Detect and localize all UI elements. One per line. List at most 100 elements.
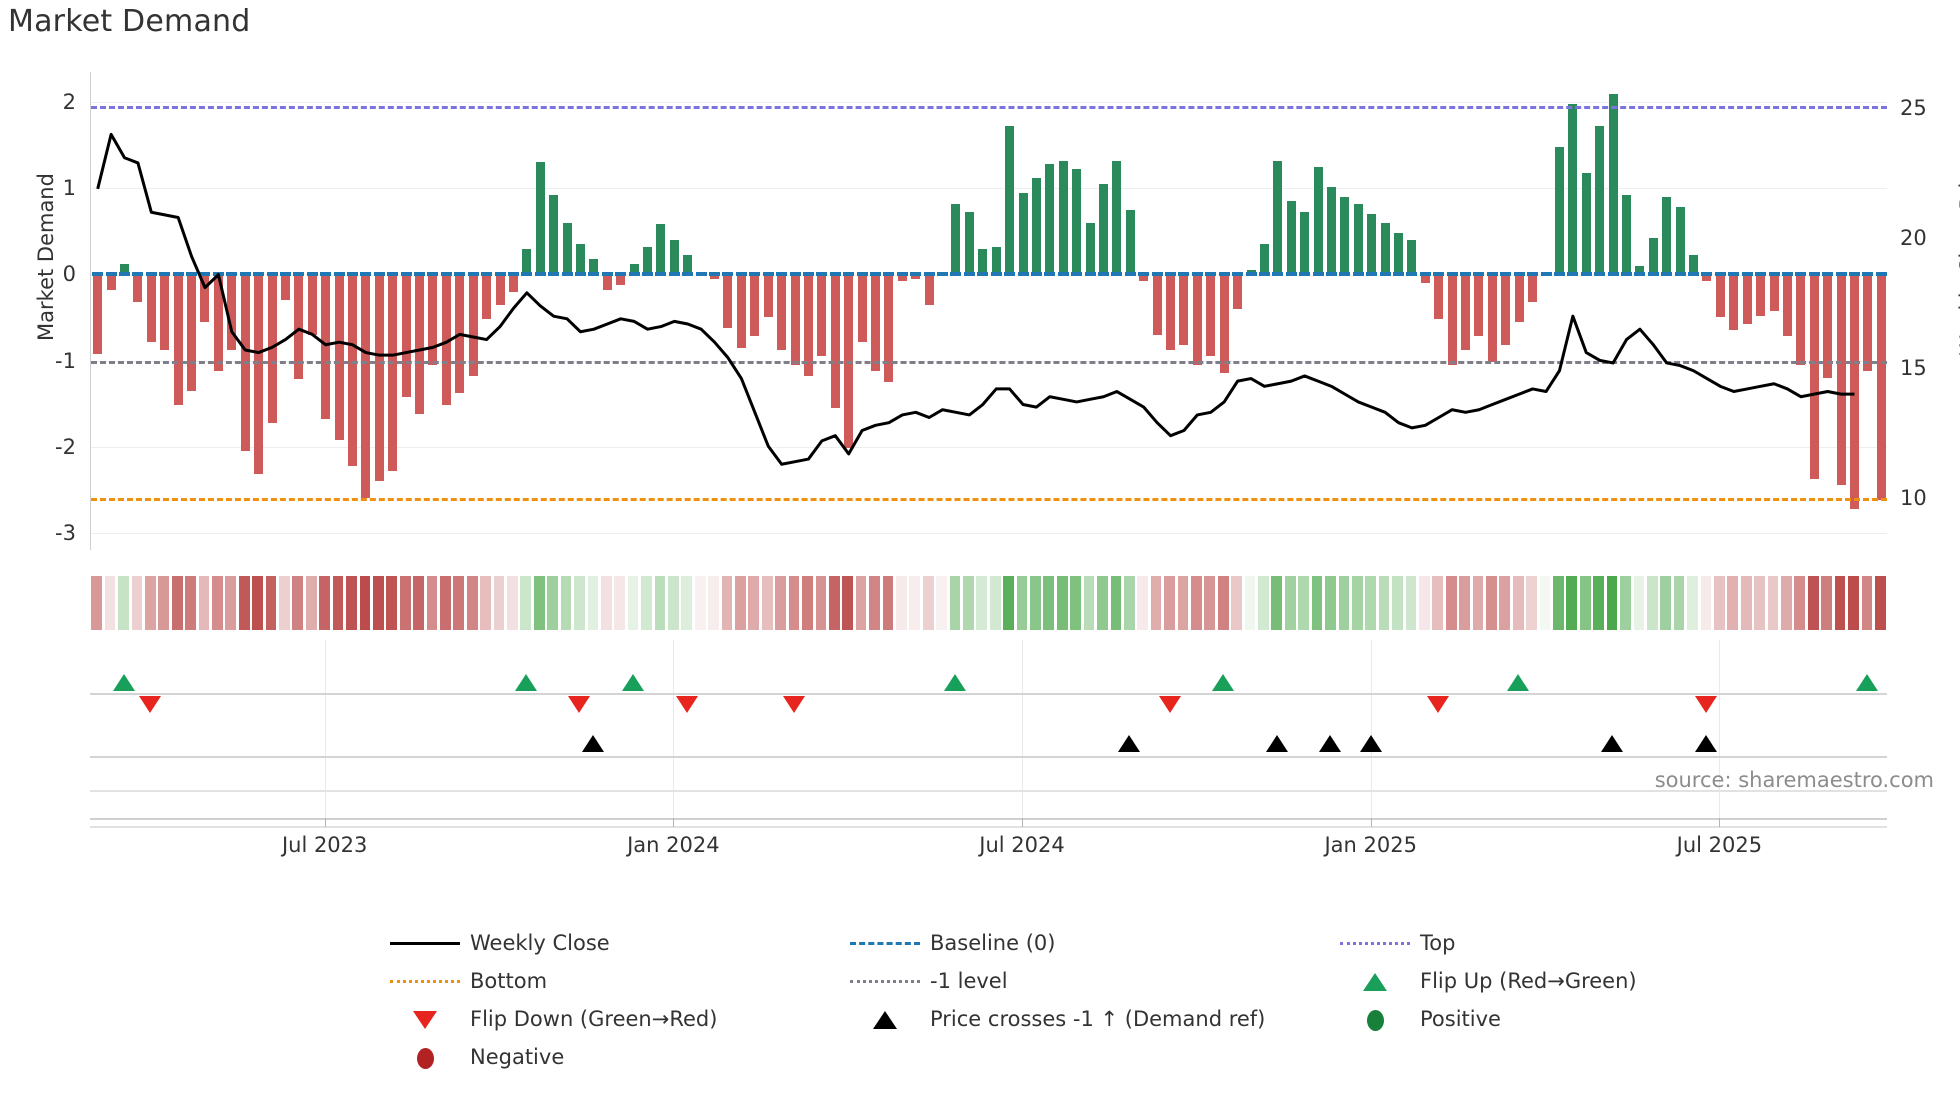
demand-bar (911, 274, 921, 279)
flip-up-marker (943, 674, 966, 691)
heat-cell (426, 576, 438, 630)
legend-item[interactable]: Price crosses -1 ↑ (Demand ref) (846, 1004, 1265, 1034)
heat-cell (1137, 576, 1149, 630)
heat-cell (1579, 576, 1591, 630)
heat-cell (1646, 576, 1658, 630)
legend-item[interactable]: Baseline (0) (846, 928, 1055, 958)
heat-cell (453, 576, 465, 630)
heat-cell (855, 576, 867, 630)
baseline-segment (1232, 272, 1244, 277)
heat-cell (1660, 576, 1672, 630)
legend-item[interactable]: Bottom (386, 966, 547, 996)
x-tick-label: Jul 2025 (1676, 833, 1763, 857)
heat-cell (1190, 576, 1202, 630)
x-tick-label: Jul 2024 (979, 833, 1065, 857)
demand-bar (1514, 274, 1524, 322)
y-tick-right: 15 (1900, 356, 1927, 381)
baseline-segment (1848, 272, 1860, 277)
demand-bar (723, 274, 733, 328)
demand-bar (1246, 270, 1256, 275)
baseline-segment (762, 272, 774, 277)
demand-bar (428, 274, 438, 365)
heat-cell (1110, 576, 1122, 630)
demand-bar (1286, 201, 1296, 275)
heat-cell (198, 576, 210, 630)
heat-cell (1378, 576, 1390, 630)
heat-cell (1754, 576, 1765, 630)
heat-cell (842, 576, 854, 630)
demand-bar (803, 274, 813, 377)
y-tick-right: 10 (1900, 486, 1927, 511)
heat-cell (413, 576, 424, 630)
heat-cell (372, 576, 384, 630)
baseline-segment (494, 272, 506, 277)
signal-marker-panel (90, 640, 1887, 828)
legend-item[interactable]: Flip Up (Red→Green) (1336, 966, 1637, 996)
heat-cell (1164, 576, 1175, 630)
demand-bar (522, 248, 532, 275)
y-tick-right: 25 (1900, 96, 1927, 121)
heat-cell (1097, 576, 1108, 630)
demand-bar (1461, 274, 1471, 351)
baseline-segment (1191, 272, 1203, 277)
legend-item[interactable]: Top (1336, 928, 1455, 958)
y-axis-right-label: Weekly Close Price (1956, 158, 1960, 356)
price-cross-marker (1359, 735, 1382, 752)
demand-bar (1367, 214, 1377, 275)
demand-bar (294, 274, 304, 380)
demand-bar (1742, 274, 1752, 325)
baseline-segment (360, 272, 372, 277)
legend-item[interactable]: -1 level (846, 966, 1008, 996)
heat-cell (1070, 576, 1082, 630)
legend-label: Flip Up (Red→Green) (1420, 969, 1637, 993)
demand-bar (508, 274, 518, 292)
baseline-segment (615, 272, 627, 277)
baseline-segment (239, 272, 251, 277)
demand-bar (562, 222, 572, 275)
baseline-segment (1647, 272, 1659, 277)
price-cross-marker (1265, 735, 1288, 752)
legend-item[interactable]: Positive (1336, 1004, 1501, 1034)
baseline-segment (1406, 272, 1418, 277)
legend-label: Weekly Close (470, 931, 610, 955)
heat-cell (802, 576, 813, 630)
demand-bar (374, 274, 384, 482)
x-tick-mark (1370, 818, 1372, 827)
heat-cell (225, 576, 237, 630)
main-plot-area (90, 72, 1887, 550)
baseline-segment (1862, 272, 1874, 277)
heat-cell (761, 576, 773, 630)
heat-cell (895, 576, 907, 630)
demand-bar (1823, 274, 1833, 378)
heat-cell (185, 576, 196, 630)
dot-icon (417, 1048, 434, 1069)
baseline-segment (159, 272, 171, 277)
baseline-segment (467, 272, 479, 277)
legend-item[interactable]: Weekly Close (386, 928, 610, 958)
legend-item[interactable]: Flip Down (Green→Red) (386, 1004, 717, 1034)
heat-cell (735, 576, 746, 630)
legend-item[interactable]: Negative (386, 1042, 564, 1072)
x-tick-mark (1022, 818, 1024, 827)
baseline-segment (1701, 272, 1713, 277)
marker-row-axis-faint (90, 826, 1887, 828)
demand-bar (1796, 274, 1806, 365)
heat-cell (131, 576, 143, 630)
baseline-segment (534, 272, 546, 277)
heat-cell (305, 576, 317, 630)
baseline-segment (548, 272, 560, 277)
demand-bar (1782, 274, 1792, 337)
baseline-segment (1567, 272, 1579, 277)
demand-bar (1125, 209, 1135, 275)
demand-bar (146, 274, 156, 342)
heat-cell (574, 576, 585, 630)
heat-cell (1445, 576, 1457, 630)
demand-bar (1581, 172, 1591, 275)
price-cross-marker (581, 735, 604, 752)
demand-bar (1568, 103, 1578, 275)
baseline-segment (896, 272, 908, 277)
baseline-segment (1151, 272, 1163, 277)
heat-cell (989, 576, 1001, 630)
baseline-segment (414, 272, 426, 277)
flip-up-marker (1855, 674, 1878, 691)
